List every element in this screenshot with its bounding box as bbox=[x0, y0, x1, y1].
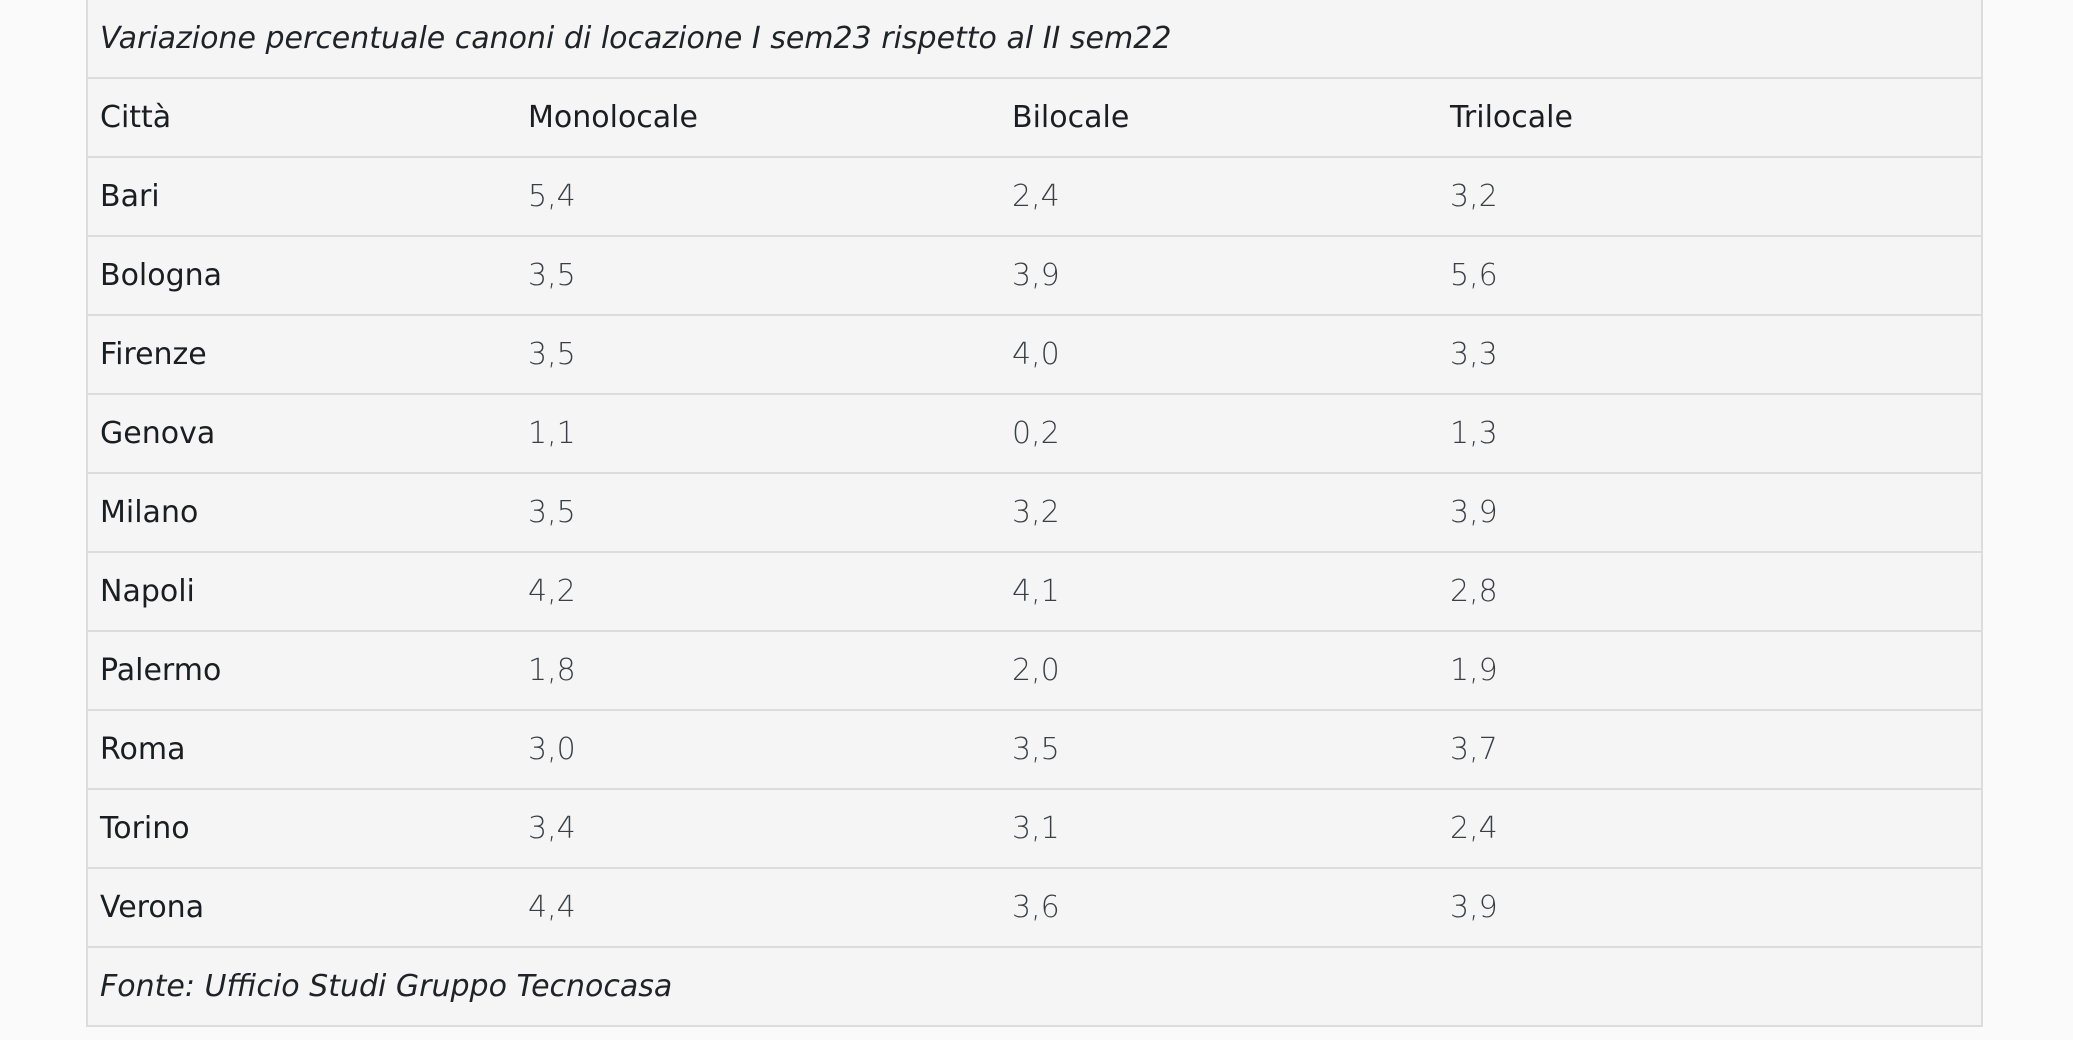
table-row: Bari 5,4 2,4 3,2 bbox=[88, 157, 1981, 237]
city-cell: Palermo bbox=[88, 631, 516, 711]
bilocale-cell: 3,6 bbox=[1000, 868, 1438, 948]
bilocale-cell: 3,9 bbox=[1000, 236, 1438, 316]
header-bilocale: Bilocale bbox=[1000, 78, 1438, 158]
trilocale-cell: 3,9 bbox=[1438, 473, 1981, 553]
monolocale-cell: 4,4 bbox=[516, 868, 1000, 948]
trilocale-cell: 3,9 bbox=[1438, 868, 1981, 948]
trilocale-cell: 2,8 bbox=[1438, 552, 1981, 632]
city-cell: Bari bbox=[88, 157, 516, 237]
table-row: Milano 3,5 3,2 3,9 bbox=[88, 473, 1981, 553]
trilocale-cell: 2,4 bbox=[1438, 789, 1981, 869]
trilocale-cell: 5,6 bbox=[1438, 236, 1981, 316]
city-cell: Torino bbox=[88, 789, 516, 869]
bilocale-cell: 3,1 bbox=[1000, 789, 1438, 869]
table-row: Verona 4,4 3,6 3,9 bbox=[88, 868, 1981, 948]
trilocale-cell: 1,3 bbox=[1438, 394, 1981, 474]
bilocale-cell: 4,1 bbox=[1000, 552, 1438, 632]
trilocale-cell: 1,9 bbox=[1438, 631, 1981, 711]
bilocale-cell: 2,4 bbox=[1000, 157, 1438, 237]
table-row: Napoli 4,2 4,1 2,8 bbox=[88, 552, 1981, 632]
monolocale-cell: 3,5 bbox=[516, 473, 1000, 553]
header-trilocale: Trilocale bbox=[1438, 78, 1981, 158]
bilocale-cell: 3,5 bbox=[1000, 710, 1438, 790]
bilocale-cell: 2,0 bbox=[1000, 631, 1438, 711]
table-row: Roma 3,0 3,5 3,7 bbox=[88, 710, 1981, 790]
city-cell: Bologna bbox=[88, 236, 516, 316]
table-row: Palermo 1,8 2,0 1,9 bbox=[88, 631, 1981, 711]
bilocale-cell: 4,0 bbox=[1000, 315, 1438, 395]
bilocale-cell: 0,2 bbox=[1000, 394, 1438, 474]
header-row: Città Monolocale Bilocale Trilocale bbox=[88, 78, 1981, 158]
header-monolocale: Monolocale bbox=[516, 78, 1000, 158]
monolocale-cell: 5,4 bbox=[516, 157, 1000, 237]
bilocale-cell: 3,2 bbox=[1000, 473, 1438, 553]
monolocale-cell: 3,4 bbox=[516, 789, 1000, 869]
table-caption: Variazione percentuale canoni di locazio… bbox=[88, 0, 1981, 79]
monolocale-cell: 1,8 bbox=[516, 631, 1000, 711]
monolocale-cell: 4,2 bbox=[516, 552, 1000, 632]
rent-variation-table-container: Variazione percentuale canoni di locazio… bbox=[86, 0, 1983, 1027]
source-row: Fonte: Ufficio Studi Gruppo Tecnocasa bbox=[88, 947, 1981, 1025]
city-cell: Roma bbox=[88, 710, 516, 790]
trilocale-cell: 3,3 bbox=[1438, 315, 1981, 395]
trilocale-cell: 3,2 bbox=[1438, 157, 1981, 237]
trilocale-cell: 3,7 bbox=[1438, 710, 1981, 790]
monolocale-cell: 1,1 bbox=[516, 394, 1000, 474]
table-row: Genova 1,1 0,2 1,3 bbox=[88, 394, 1981, 474]
city-cell: Genova bbox=[88, 394, 516, 474]
monolocale-cell: 3,0 bbox=[516, 710, 1000, 790]
city-cell: Napoli bbox=[88, 552, 516, 632]
monolocale-cell: 3,5 bbox=[516, 236, 1000, 316]
table-row: Firenze 3,5 4,0 3,3 bbox=[88, 315, 1981, 395]
monolocale-cell: 3,5 bbox=[516, 315, 1000, 395]
table-row: Torino 3,4 3,1 2,4 bbox=[88, 789, 1981, 869]
header-city: Città bbox=[88, 78, 516, 158]
city-cell: Milano bbox=[88, 473, 516, 553]
city-cell: Verona bbox=[88, 868, 516, 948]
rent-variation-table: Variazione percentuale canoni di locazio… bbox=[88, 0, 1981, 1025]
table-row: Bologna 3,5 3,9 5,6 bbox=[88, 236, 1981, 316]
caption-row: Variazione percentuale canoni di locazio… bbox=[88, 0, 1981, 79]
city-cell: Firenze bbox=[88, 315, 516, 395]
table-source: Fonte: Ufficio Studi Gruppo Tecnocasa bbox=[100, 969, 673, 1004]
